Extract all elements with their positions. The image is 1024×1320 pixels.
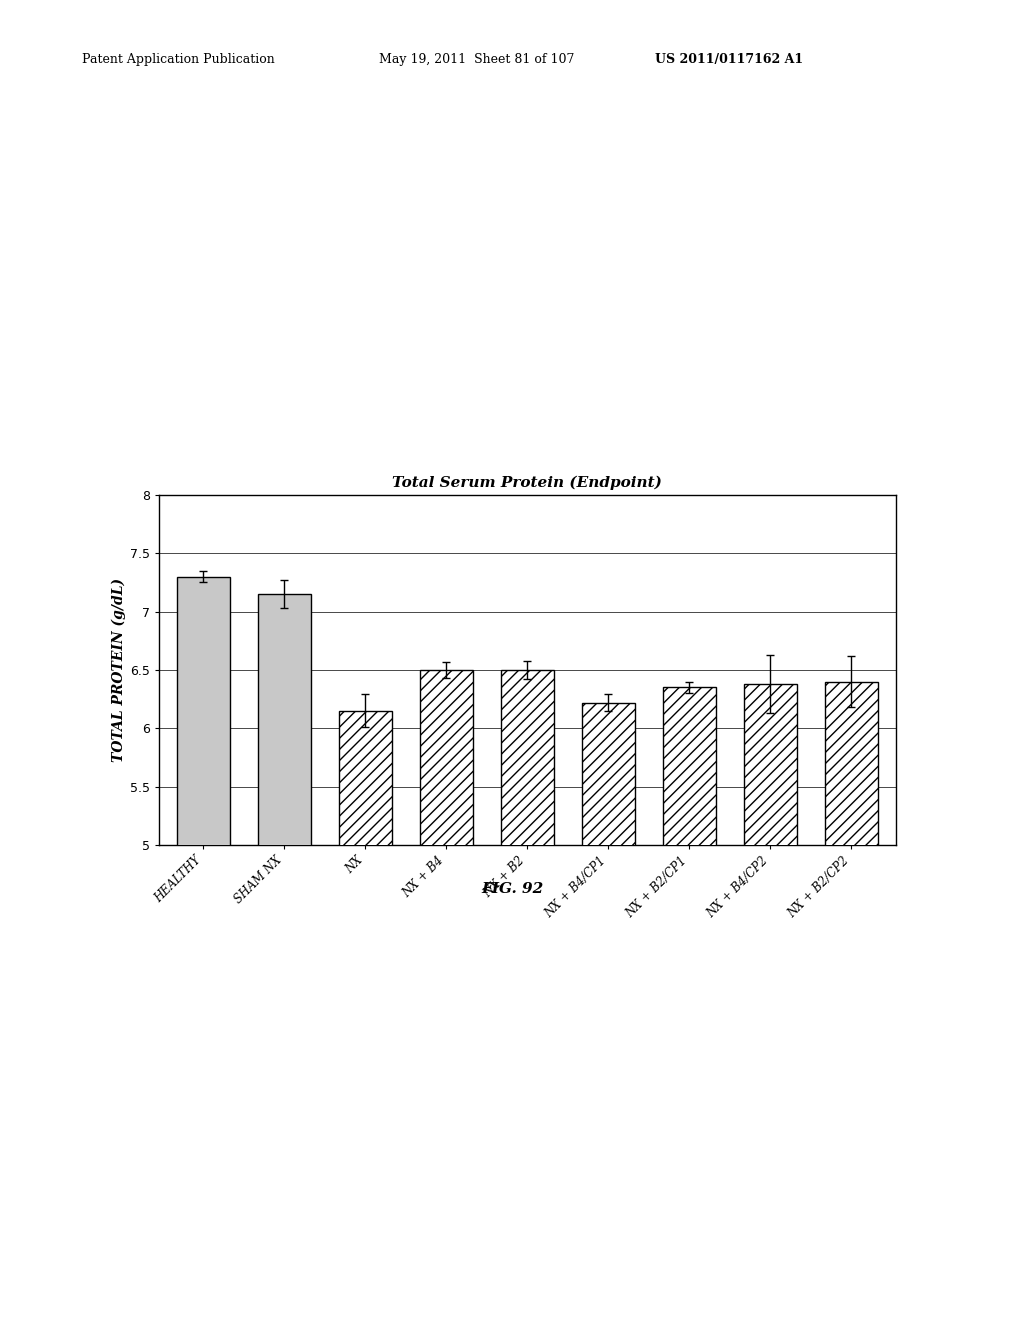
Bar bbox=[258, 594, 310, 1320]
Y-axis label: TOTAL PROTEIN (g/dL): TOTAL PROTEIN (g/dL) bbox=[112, 578, 126, 762]
Text: May 19, 2011  Sheet 81 of 107: May 19, 2011 Sheet 81 of 107 bbox=[379, 53, 574, 66]
Text: FIG. 92: FIG. 92 bbox=[481, 882, 543, 896]
Bar bbox=[664, 688, 716, 1320]
Bar bbox=[501, 671, 554, 1320]
Bar bbox=[420, 671, 473, 1320]
Text: Patent Application Publication: Patent Application Publication bbox=[82, 53, 274, 66]
Bar bbox=[339, 710, 391, 1320]
Bar bbox=[582, 702, 635, 1320]
Bar bbox=[825, 681, 878, 1320]
Bar bbox=[177, 577, 229, 1320]
Text: US 2011/0117162 A1: US 2011/0117162 A1 bbox=[655, 53, 804, 66]
Title: Total Serum Protein (Endpoint): Total Serum Protein (Endpoint) bbox=[392, 475, 663, 490]
Bar bbox=[744, 684, 797, 1320]
